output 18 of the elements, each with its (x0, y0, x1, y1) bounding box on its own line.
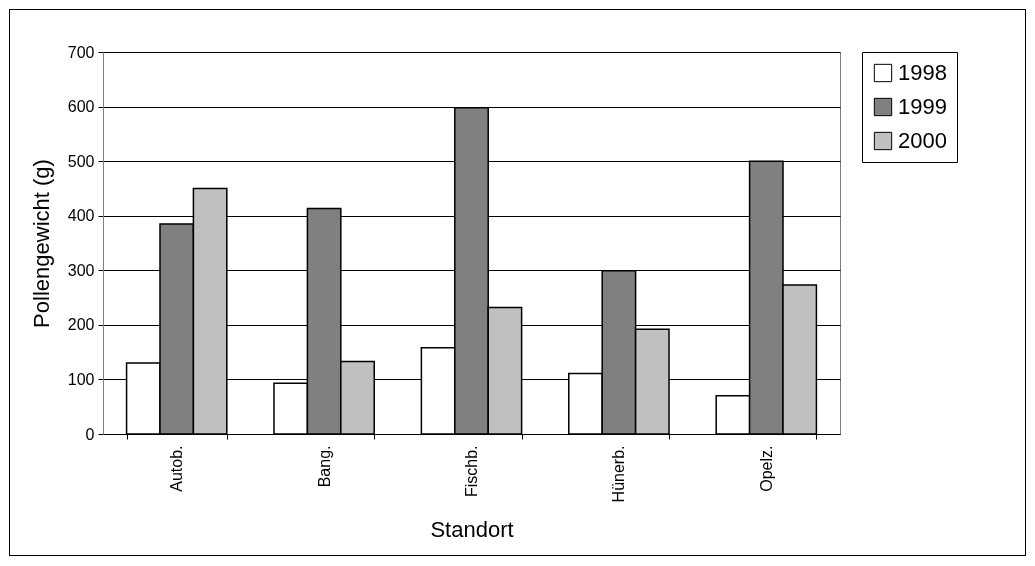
x-tick-label: Opelz. (757, 445, 775, 492)
y-tick-label: 200 (67, 316, 95, 334)
legend-label: 1998 (898, 60, 947, 85)
x-tick-label: Autob. (168, 445, 186, 492)
x-tick-label: Bang. (315, 445, 333, 488)
y-tick-label: 400 (67, 207, 95, 225)
y-tick-label: 0 (85, 425, 95, 443)
y-tick-label: 300 (67, 261, 95, 279)
y-tick-label: 600 (67, 98, 95, 116)
x-tick-label: Fischb. (463, 445, 480, 498)
legend-label: 2000 (898, 128, 947, 153)
x-axis-title: Standort (430, 517, 514, 543)
y-tick-label: 100 (67, 370, 95, 388)
y-tick-label: 500 (67, 152, 95, 170)
y-axis-title: Pollengewicht (g) (28, 159, 54, 328)
x-tick-label: Hünerb. (610, 445, 628, 503)
legend-label: 1999 (898, 94, 947, 119)
y-tick-label: 700 (67, 43, 95, 61)
